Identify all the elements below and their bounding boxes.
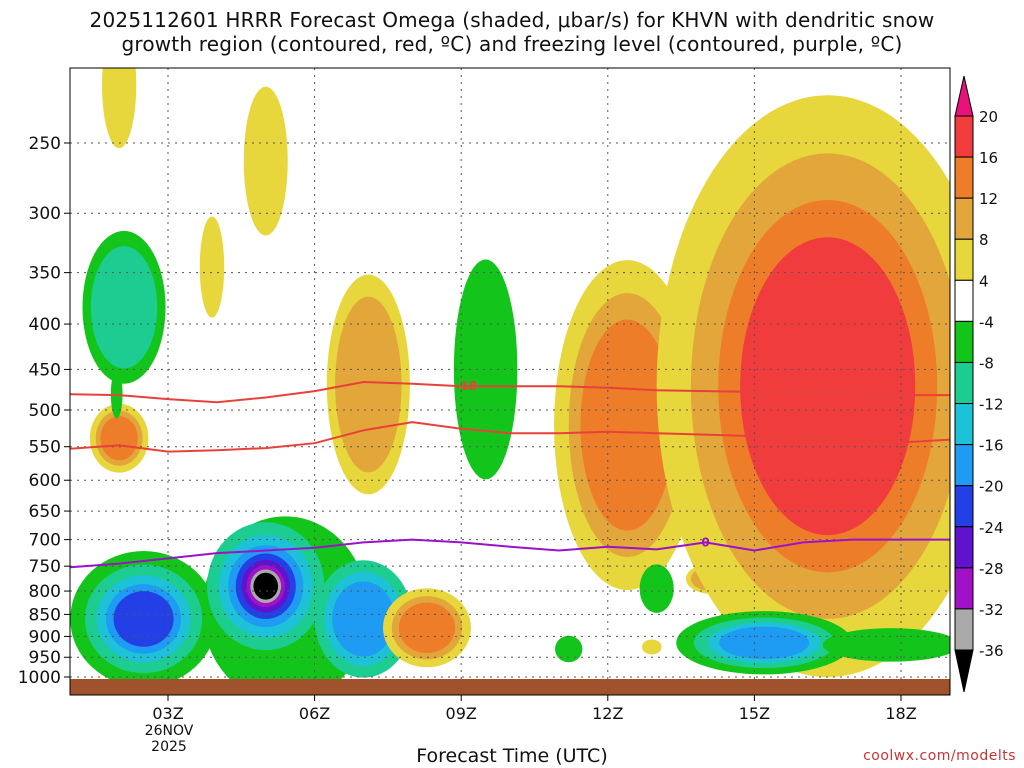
colorbar-bin-3 bbox=[954, 238, 974, 281]
colorbar-label-8: -16 bbox=[979, 437, 1004, 455]
omega-area-15--4 bbox=[555, 635, 583, 663]
omega-area-17--4 bbox=[639, 564, 674, 613]
colorbar-bin-8 bbox=[954, 444, 974, 487]
omega-area-1-4 bbox=[243, 86, 288, 236]
colorbar-label-13: -36 bbox=[979, 642, 1004, 660]
omega-area-11-8 bbox=[335, 296, 402, 473]
plot-frame bbox=[69, 67, 951, 696]
omega-area-20--16 bbox=[719, 626, 810, 659]
contour-label-0-0: -18 bbox=[455, 379, 477, 393]
contour-line-0 bbox=[70, 380, 950, 404]
contour-label-1-0: -12 bbox=[792, 431, 814, 445]
y-tick-label-350: 350 bbox=[29, 264, 61, 284]
colorbar-arrow-top bbox=[954, 75, 974, 117]
y-tick-label-600: 600 bbox=[29, 471, 61, 491]
contour-line-2 bbox=[70, 538, 950, 569]
colorbar-label-5: -4 bbox=[979, 313, 994, 331]
colorbar-bin-6 bbox=[954, 361, 974, 405]
x-tick-label-09Z: 09Z bbox=[446, 704, 477, 723]
date-label: 26NOV 2025 bbox=[120, 723, 218, 755]
y-tick-label-450: 450 bbox=[29, 360, 61, 380]
colorbar-label-10: -24 bbox=[979, 519, 1004, 537]
x-tick-label-18Z: 18Z bbox=[885, 704, 916, 723]
colorbar-bin-5 bbox=[954, 320, 974, 363]
y-tick-label-550: 550 bbox=[29, 438, 61, 458]
y-tick-label-250: 250 bbox=[29, 134, 61, 154]
colorbar-bin-7 bbox=[954, 403, 974, 446]
omega-area-9--36 bbox=[253, 572, 279, 600]
colorbar-bin-1 bbox=[954, 156, 974, 199]
colorbar-bin-9 bbox=[954, 485, 974, 528]
axes: 2503003504004505005506006507007508008509… bbox=[18, 134, 917, 723]
omega-area-19-16 bbox=[740, 237, 916, 536]
chart-title: 2025112601 HRRR Forecast Omega (shaded, … bbox=[0, 8, 1024, 56]
omega-area-14-12 bbox=[580, 319, 675, 531]
omega-area-4-12 bbox=[100, 416, 138, 461]
omega-shading bbox=[70, 68, 950, 695]
chart-title-line-1: 2025112601 HRRR Forecast Omega (shaded, … bbox=[89, 8, 935, 32]
ground-surface bbox=[70, 679, 950, 695]
x-tick-label-06Z: 06Z bbox=[299, 704, 330, 723]
colorbar-label-4: 4 bbox=[979, 272, 989, 290]
date-label-year: 2025 bbox=[151, 739, 187, 755]
colorbar-label-3: 8 bbox=[979, 231, 989, 249]
y-tick-label-850: 850 bbox=[29, 605, 61, 625]
colorbar-bin-4 bbox=[954, 279, 974, 322]
colorbar-arrow-bottom bbox=[954, 649, 974, 693]
colorbar-label-11: -28 bbox=[979, 560, 1004, 578]
date-label-day: 26NOV bbox=[144, 723, 194, 739]
x-tick-label-12Z: 12Z bbox=[592, 704, 623, 723]
contour-line-1 bbox=[70, 421, 950, 453]
omega-area-0-4 bbox=[102, 68, 137, 149]
omega-area-10--16 bbox=[332, 581, 395, 657]
colorbar-label-0: 20 bbox=[979, 108, 998, 126]
credit-text: coolwx.com/modelts bbox=[863, 748, 1016, 764]
y-tick-label-300: 300 bbox=[29, 204, 61, 224]
y-tick-label-700: 700 bbox=[29, 531, 61, 551]
x-tick-label-15Z: 15Z bbox=[739, 704, 770, 723]
colorbar: 20 16 12 8 4 -4 -8 -12 -16 -20 -24 -28 -32 -36 bbox=[954, 75, 1004, 693]
y-tick-label-400: 400 bbox=[29, 315, 61, 335]
y-tick-label-1000: 1000 bbox=[18, 668, 61, 688]
y-tick-label-800: 800 bbox=[29, 582, 61, 602]
colorbar-bin-11 bbox=[954, 567, 974, 610]
y-tick-label-750: 750 bbox=[29, 557, 61, 577]
omega-area-16-4 bbox=[642, 639, 662, 655]
contour-label-0-1: -18 bbox=[792, 386, 814, 400]
colorbar-label-6: -8 bbox=[979, 354, 994, 372]
x-tick-label-03Z: 03Z bbox=[152, 704, 183, 723]
x-axis-title: Forecast Time (UTC) bbox=[416, 745, 608, 767]
colorbar-label-2: 12 bbox=[979, 190, 998, 208]
colorbar-bin-10 bbox=[954, 526, 974, 569]
colorbar-bin-0 bbox=[954, 115, 974, 158]
colorbar-label-9: -20 bbox=[979, 478, 1004, 496]
omega-area-21--4 bbox=[822, 628, 950, 662]
temperature-contours: -18 -18 -12 0 bbox=[70, 379, 950, 569]
omega-area-12-12 bbox=[398, 602, 456, 654]
omega-area-3--8 bbox=[90, 246, 158, 369]
omega-area-2-4 bbox=[199, 216, 225, 318]
y-tick-label-950: 950 bbox=[29, 648, 61, 668]
omega-area-7--20 bbox=[113, 591, 174, 647]
colorbar-label-1: 16 bbox=[979, 149, 998, 167]
y-tick-label-500: 500 bbox=[29, 401, 61, 421]
y-tick-label-900: 900 bbox=[29, 627, 61, 647]
colorbar-bin-12 bbox=[954, 608, 974, 651]
omega-area-13--4 bbox=[453, 259, 518, 480]
colorbar-label-7: -12 bbox=[979, 396, 1004, 414]
colorbar-bin-2 bbox=[954, 197, 974, 240]
chart-title-line-2: growth region (contoured, red, ºC) and f… bbox=[121, 32, 903, 56]
contour-label-2-0: 0 bbox=[701, 535, 709, 549]
colorbar-label-12: -32 bbox=[979, 601, 1004, 619]
y-tick-label-650: 650 bbox=[29, 502, 61, 522]
